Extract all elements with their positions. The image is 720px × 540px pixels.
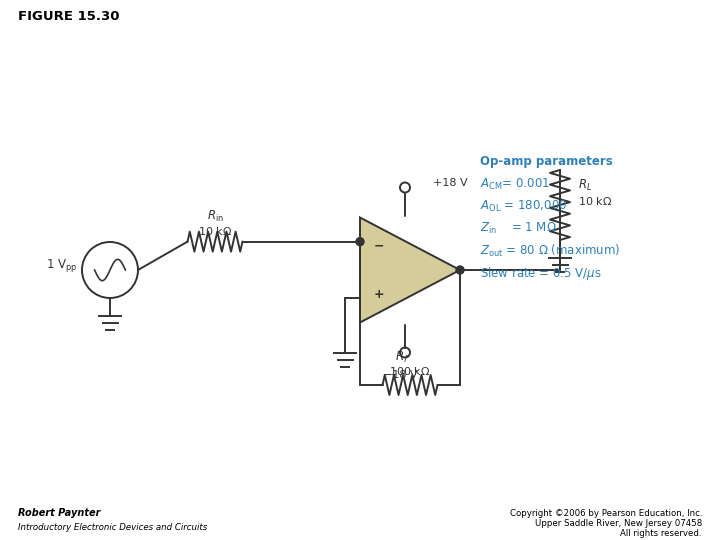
Text: 100 k$\Omega$: 100 k$\Omega$ (390, 365, 431, 377)
Circle shape (356, 238, 364, 246)
Text: $R_L$: $R_L$ (578, 178, 593, 193)
Text: +18 V: +18 V (433, 179, 467, 188)
Text: Introductory Electronic Devices and Circuits: Introductory Electronic Devices and Circ… (18, 523, 207, 532)
Text: All rights reserved.: All rights reserved. (621, 529, 702, 538)
Text: 10 k$\Omega$: 10 k$\Omega$ (198, 225, 232, 237)
Text: Op-amp parameters: Op-amp parameters (480, 155, 613, 168)
Text: +: + (374, 288, 384, 301)
Text: 10 k$\Omega$: 10 k$\Omega$ (578, 195, 612, 207)
Text: Robert Paynter: Robert Paynter (18, 508, 100, 518)
Text: −: − (374, 239, 384, 252)
Text: $A_{\rm OL}$ = 180,000: $A_{\rm OL}$ = 180,000 (480, 199, 567, 214)
Text: −18 V: −18 V (383, 370, 418, 381)
Text: 1 V$_{\rm pp}$: 1 V$_{\rm pp}$ (45, 258, 77, 274)
Polygon shape (360, 218, 460, 322)
Text: $Z_{\rm out}$ = 80 $\Omega$ (maximum): $Z_{\rm out}$ = 80 $\Omega$ (maximum) (480, 243, 620, 259)
Text: Slew rate = 0.5 V/$\mu$s: Slew rate = 0.5 V/$\mu$s (480, 265, 602, 282)
Text: Upper Saddle River, New Jersey 07458: Upper Saddle River, New Jersey 07458 (535, 519, 702, 528)
Text: $R_f$: $R_f$ (395, 350, 409, 365)
Text: $R_{\rm in}$: $R_{\rm in}$ (207, 208, 223, 224)
Text: $Z_{\rm in}$    = 1 M$\Omega$: $Z_{\rm in}$ = 1 M$\Omega$ (480, 221, 557, 236)
Text: FIGURE 15.30: FIGURE 15.30 (18, 10, 120, 23)
Text: $A_{\rm CM}$= 0.001: $A_{\rm CM}$= 0.001 (480, 177, 550, 192)
Circle shape (456, 266, 464, 274)
Text: Copyright ©2006 by Pearson Education, Inc.: Copyright ©2006 by Pearson Education, In… (510, 509, 702, 518)
